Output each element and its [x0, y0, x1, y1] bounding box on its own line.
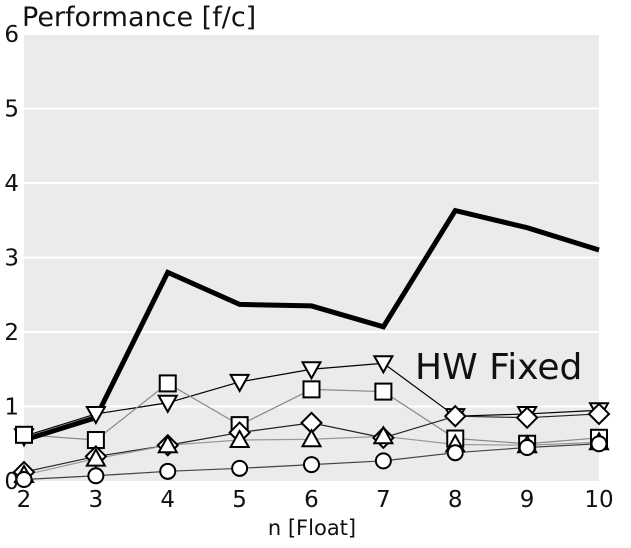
- circle-marker: [231, 459, 249, 477]
- series-layer: [12, 207, 611, 489]
- triangle-down-marker: [300, 361, 323, 381]
- triangle-up-marker: [157, 434, 179, 454]
- circle-marker: [446, 444, 464, 462]
- y-tick-label: 1: [4, 395, 19, 421]
- x-tick-label: 4: [160, 487, 175, 513]
- x-tick-labels: 2 3 4 5 6 7 8 9 10: [17, 487, 614, 513]
- x-tick-label: 9: [520, 487, 535, 513]
- triangle-down-marker: [228, 373, 251, 393]
- triangle-down-marker: [157, 394, 179, 414]
- diamond-marker: [443, 404, 467, 428]
- circle-marker: [374, 452, 392, 470]
- x-tick-label: 7: [376, 487, 391, 513]
- x-tick-label: 6: [304, 487, 319, 513]
- square-marker: [302, 380, 321, 399]
- y-tick-label: 6: [4, 22, 19, 48]
- x-tick-label: 2: [17, 487, 32, 513]
- y-tick-label: 4: [4, 171, 19, 197]
- x-tick-label: 8: [448, 487, 463, 513]
- circle-marker: [303, 456, 320, 474]
- triangle-down-marker: [85, 405, 107, 425]
- x-axis-label: n [Float]: [268, 516, 356, 540]
- y-axis-label: Performance [f/c]: [22, 2, 256, 33]
- circle-marker: [15, 471, 33, 489]
- square-marker: [15, 425, 33, 444]
- y-tick-label: 3: [4, 246, 19, 272]
- y-tick-labels: 0 1 2 3 4 5 6: [4, 22, 19, 495]
- diamond-marker: [587, 402, 611, 426]
- triangle-up-marker: [372, 425, 395, 445]
- hw-fixed-series-line: [23, 207, 600, 443]
- circle-marker: [590, 435, 608, 453]
- square-marker: [158, 374, 177, 393]
- diamond-marker: [515, 406, 539, 430]
- circle-marker: [518, 438, 536, 456]
- gridlines: [24, 33, 599, 408]
- triangle-down-marker: [372, 355, 395, 375]
- y-tick-label: 0: [4, 469, 19, 495]
- triangle-up-marker: [85, 447, 107, 467]
- circle-marker: [159, 462, 177, 480]
- y-tick-label: 5: [4, 97, 19, 123]
- x-tick-label: 10: [584, 487, 613, 513]
- y-tick-label: 2: [4, 320, 19, 346]
- triangle-up-marker: [300, 428, 323, 448]
- square-marker: [374, 382, 393, 401]
- circle-marker: [87, 467, 105, 485]
- x-tick-label: 3: [89, 487, 104, 513]
- triangle-up-marker: [228, 428, 251, 449]
- x-tick-label: 5: [232, 487, 247, 513]
- hw-fixed-annotation: HW Fixed: [415, 347, 582, 388]
